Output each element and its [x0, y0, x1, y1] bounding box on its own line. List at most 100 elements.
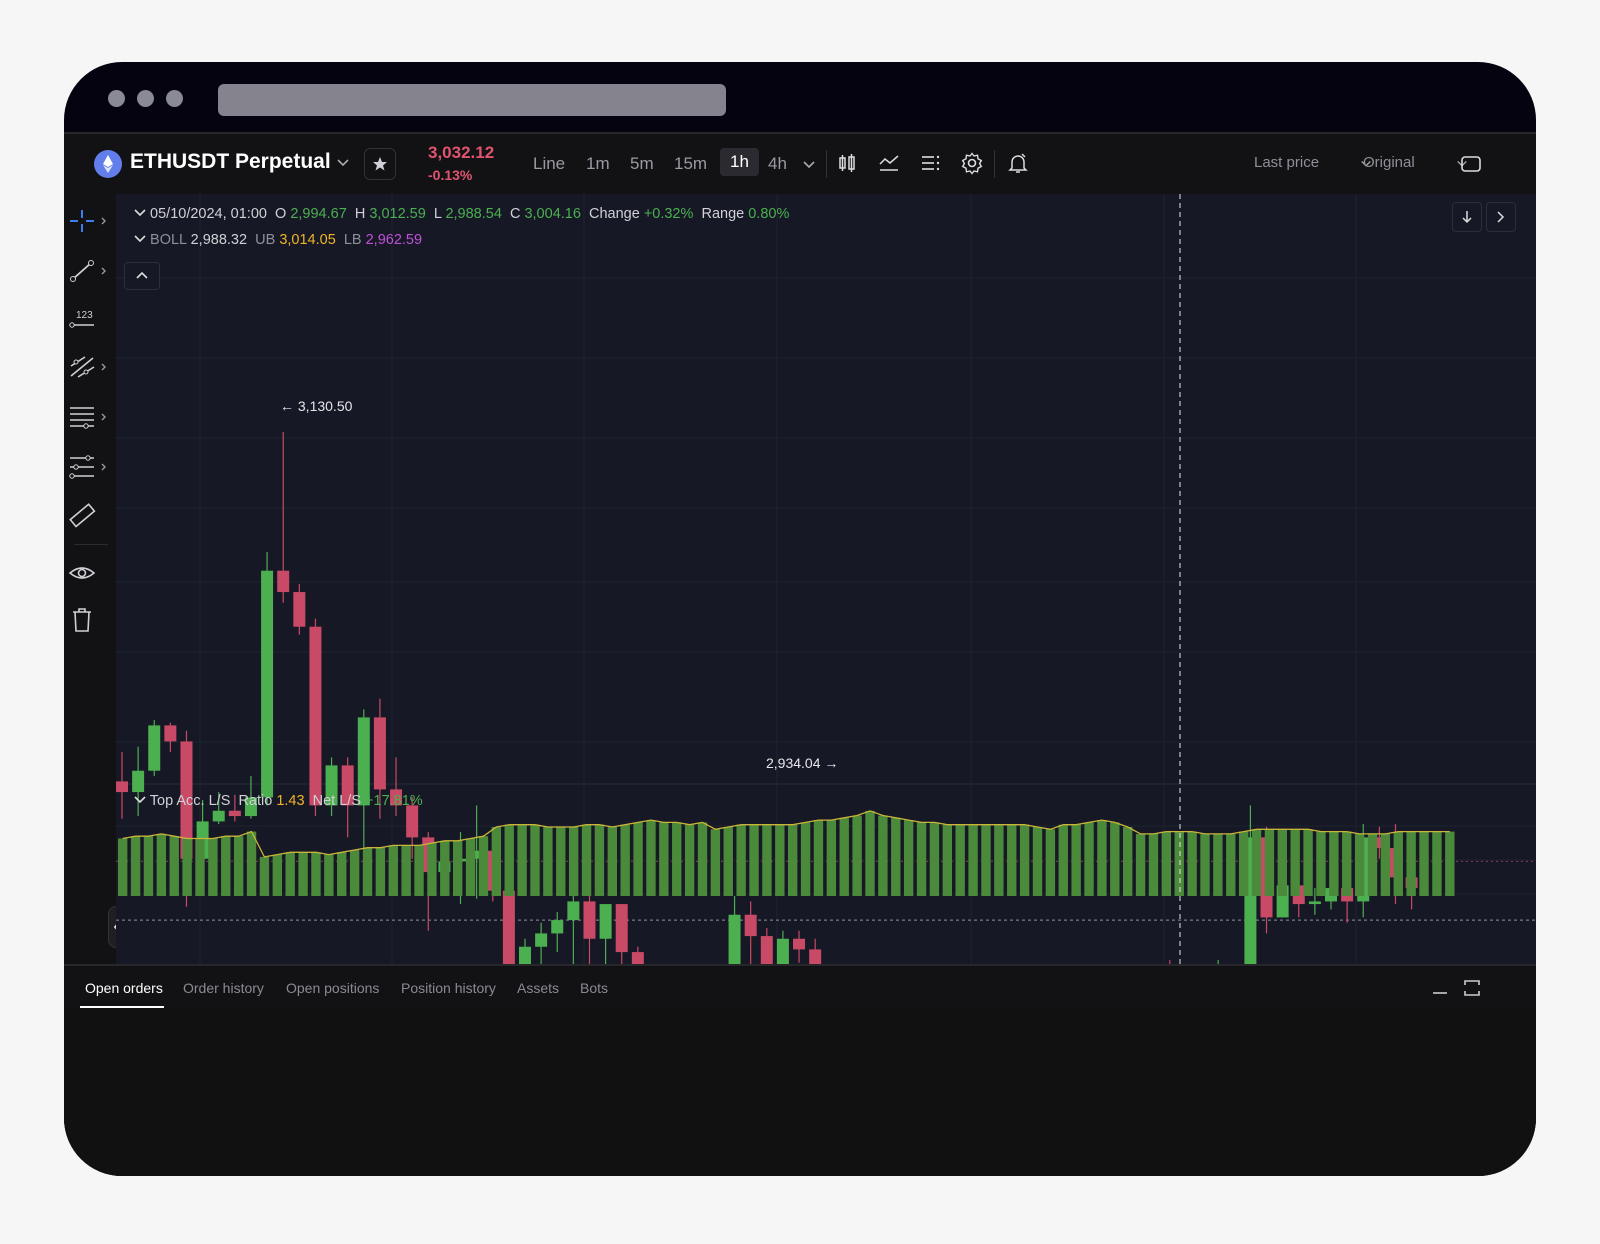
ls-bar [710, 829, 721, 896]
interval-5m[interactable]: 5m [630, 154, 654, 173]
candle-body [519, 946, 531, 964]
favorite-button[interactable] [364, 148, 396, 180]
candle-type-icon[interactable] [836, 152, 858, 174]
tab-position-history[interactable]: Position history [401, 980, 496, 996]
ls-bar [311, 852, 321, 896]
delete-trash-icon[interactable] [68, 606, 116, 634]
tab-bots[interactable]: Bots [580, 980, 609, 996]
low-marker-value: 2,934.04 [766, 755, 821, 771]
ls-bar [800, 822, 811, 896]
ls-bar [878, 815, 888, 896]
change-value: +0.32% [643, 206, 694, 222]
ls-bar [156, 833, 167, 896]
chevron-down-icon[interactable] [336, 156, 350, 170]
ls-bar [1406, 831, 1416, 896]
candle-body [341, 765, 354, 806]
change-label: Change [588, 206, 640, 222]
interval-more-chevron-icon[interactable] [802, 158, 816, 172]
price-type-chevron-icon[interactable] [1360, 158, 1372, 170]
candle-body [583, 901, 596, 939]
boll-collapse-chevron-icon[interactable] [134, 234, 146, 244]
chart-area[interactable]: 05/10/2024, 01:00 O 2,994.67 H 3,012.59 … [116, 194, 1536, 964]
candle-body [357, 717, 370, 806]
price-type-select[interactable]: Last price [1254, 154, 1320, 171]
tab-assets[interactable]: Assets [517, 980, 560, 996]
open-label: O [275, 206, 287, 222]
ls-bar [1058, 824, 1068, 896]
window-maximize-dot[interactable] [166, 90, 183, 107]
ls-bar [659, 822, 669, 896]
candle-body [309, 626, 322, 806]
range-label: Range [701, 206, 745, 222]
collapse-legends-button[interactable] [124, 262, 160, 290]
ls-bar [1123, 827, 1133, 896]
tab-open-orders[interactable]: Open orders [85, 980, 163, 996]
ls-bar [852, 815, 862, 896]
legend-collapse-chevron-icon[interactable] [134, 208, 146, 218]
crosshair-tool-icon[interactable] [68, 208, 116, 234]
ls-bar [1110, 822, 1120, 896]
candle-body [244, 797, 257, 817]
candlestick-chart[interactable] [116, 194, 1536, 964]
ls-bar [362, 847, 373, 896]
ls-bar [1226, 833, 1236, 896]
open-value: 2,994.67 [290, 206, 347, 222]
candle-body [325, 765, 338, 806]
address-bar[interactable] [218, 84, 726, 116]
minimize-panel-icon[interactable] [1430, 978, 1450, 998]
candle-body [116, 781, 128, 793]
ls-bar [672, 822, 682, 896]
interval-1m[interactable]: 1m [586, 154, 610, 173]
fib-tool-icon[interactable] [68, 354, 116, 380]
ls-collapse-chevron-icon[interactable] [134, 795, 146, 805]
interval-15m[interactable]: 15m [674, 154, 708, 173]
parallel-lines-tool-icon[interactable] [68, 404, 116, 430]
window-close-dot[interactable] [108, 90, 125, 107]
ls-bar [1097, 820, 1107, 896]
trend-line-tool-icon[interactable] [68, 258, 116, 284]
close-label: C [509, 206, 521, 222]
interval-4h[interactable]: 4h [768, 154, 787, 173]
toolbar-divider [994, 150, 995, 178]
alert-bell-icon[interactable] [1006, 151, 1030, 175]
candle-body [261, 570, 274, 798]
ls-bar [298, 852, 308, 896]
interval-line[interactable]: Line [533, 154, 566, 173]
tab-order-history[interactable]: Order history [183, 980, 264, 996]
tab-open-positions[interactable]: Open positions [286, 980, 380, 996]
candle-body [406, 805, 419, 838]
ls-bar [143, 836, 154, 896]
indicators-icon[interactable] [878, 152, 900, 174]
chevron-up-icon [136, 271, 148, 279]
chevron-right-icon [1497, 211, 1505, 223]
window-minimize-dot[interactable] [137, 90, 154, 107]
ls-bar [736, 824, 746, 896]
ruler-tool-icon[interactable] [68, 502, 116, 528]
boll-mid-value: 2,988.32 [190, 232, 248, 248]
settings-gear-icon[interactable] [960, 151, 984, 175]
ls-bar [440, 840, 450, 896]
candle-body [212, 810, 225, 822]
low-marker-label: 2,934.04 → [766, 755, 839, 771]
candle-body [1373, 837, 1386, 849]
candle-datetime: 05/10/2024, 01:00 [150, 206, 267, 222]
interval-1h[interactable]: 1h [720, 148, 759, 176]
ls-bar [1071, 824, 1081, 896]
expand-panel-icon[interactable] [1462, 978, 1482, 998]
visibility-eye-icon[interactable] [68, 560, 116, 586]
candle-body [567, 901, 580, 921]
fullscreen-icon[interactable] [1460, 153, 1482, 175]
ls-bar [1342, 831, 1352, 896]
template-list-icon[interactable] [920, 152, 942, 174]
ls-bar [130, 836, 141, 896]
view-mode-select[interactable]: Original [1363, 154, 1415, 171]
star-icon [373, 157, 387, 171]
ls-bar [221, 836, 231, 896]
chart-more-button[interactable] [1486, 202, 1516, 232]
ls-bar [453, 840, 463, 896]
pattern-tool-icon[interactable] [68, 454, 116, 480]
price-label-tool-icon[interactable]: 123 [68, 306, 116, 332]
symbol-name[interactable]: ETHUSDT Perpetual [130, 150, 331, 173]
scroll-to-latest-button[interactable] [1452, 202, 1482, 232]
ls-bar [1213, 833, 1223, 896]
